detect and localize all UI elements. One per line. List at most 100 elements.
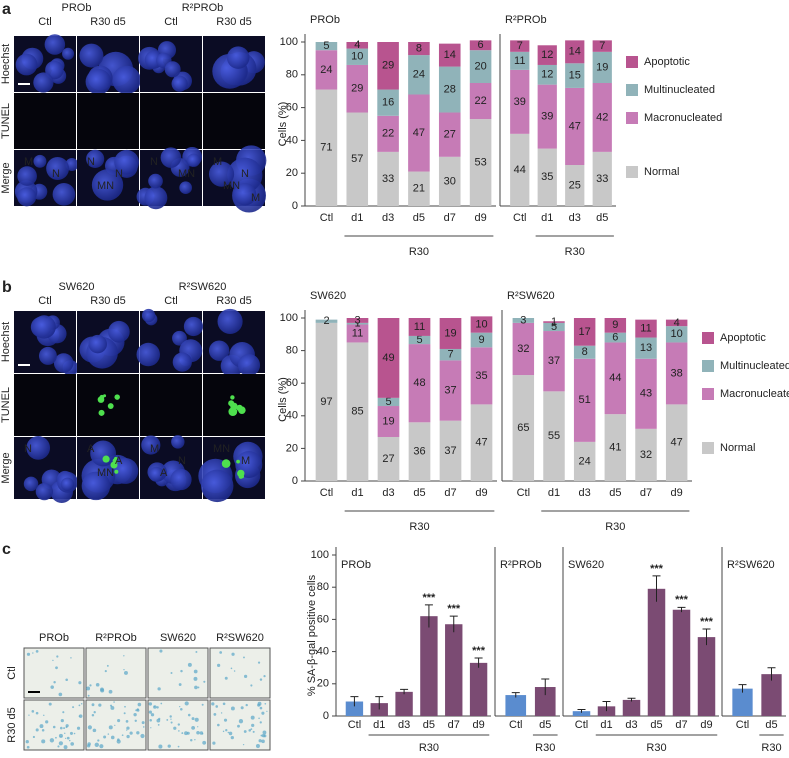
- segment-label: 47: [413, 127, 425, 139]
- segment-label: 85: [351, 406, 363, 418]
- segment-label: 12: [541, 49, 553, 61]
- stain-spot: [58, 733, 63, 738]
- bar-segment: [573, 318, 596, 346]
- apoptotic-spot: [238, 474, 244, 479]
- x-tick-label: d1: [351, 487, 363, 499]
- micrograph: [147, 647, 209, 699]
- cell-annotation: M: [24, 156, 33, 168]
- y-tick-label: 20: [317, 678, 329, 690]
- stain-spot: [89, 684, 92, 687]
- stain-spot: [133, 712, 137, 717]
- stain-spot: [243, 656, 245, 659]
- stain-spot: [53, 680, 56, 684]
- stain-spot: [170, 718, 172, 720]
- segment-label: 1: [551, 316, 557, 328]
- stain-spot: [252, 730, 255, 733]
- stain-spot: [258, 717, 260, 720]
- stain-spot: [45, 720, 49, 724]
- group-label: R30: [535, 742, 555, 754]
- legend-swatch: [626, 84, 638, 96]
- bar-segment: [346, 64, 369, 113]
- bar-segment: [408, 344, 431, 423]
- segment-label: 8: [582, 346, 588, 358]
- nucleus: [44, 34, 66, 55]
- micrograph: [77, 93, 139, 149]
- stain-spot: [114, 724, 116, 726]
- x-tick-label: Ctl: [736, 719, 749, 731]
- stain-spot: [261, 734, 266, 738]
- legend-swatch: [626, 56, 638, 68]
- stain-spot: [263, 675, 266, 678]
- bar-segment: [592, 40, 612, 52]
- stain-spot: [48, 702, 52, 706]
- x-tick-label: Ctl: [348, 719, 361, 731]
- image-column-label: R30 d5: [216, 16, 251, 28]
- bar-segment: [377, 436, 400, 481]
- bar-segment: [592, 51, 612, 83]
- bar-segment: [470, 332, 493, 348]
- image-column-label: Ctl: [164, 16, 177, 28]
- nucleus: [85, 68, 112, 95]
- stain-spot: [243, 730, 247, 733]
- nucleus: [60, 477, 75, 491]
- stain-spot: [223, 718, 228, 722]
- stain-spot: [123, 655, 125, 657]
- bar-segment: [512, 375, 535, 481]
- stain-spot: [99, 744, 104, 749]
- segment-label: 11: [640, 323, 651, 335]
- nucleus: [179, 181, 192, 195]
- bar-segment: [543, 331, 565, 392]
- stain-spot: [156, 706, 159, 709]
- bar-segment: [377, 151, 399, 206]
- legend-swatch: [702, 332, 714, 344]
- x-tick-label: d5: [609, 487, 621, 499]
- group-label: R30: [646, 742, 666, 754]
- micrograph: [14, 93, 76, 149]
- cell-annotation: M: [213, 156, 222, 168]
- stain-spot: [237, 724, 240, 728]
- error-bar: [400, 688, 409, 695]
- stain-spot: [170, 671, 173, 674]
- stain-spot: [60, 719, 64, 723]
- stain-spot: [258, 739, 262, 743]
- nucleus: [170, 468, 192, 491]
- segment-label: 33: [382, 173, 394, 185]
- nucleus: [183, 316, 204, 337]
- stain-spot: [123, 712, 126, 715]
- stain-spot: [52, 659, 54, 662]
- chart-title: PROb: [310, 14, 340, 26]
- significance-label: ***: [447, 603, 461, 615]
- stain-spot: [86, 686, 91, 691]
- stain-spot: [230, 706, 235, 711]
- stain-spot: [123, 669, 125, 671]
- segment-label: 25: [569, 179, 581, 191]
- nucleus: [148, 466, 164, 482]
- x-tick-label: d9: [472, 719, 484, 731]
- stain-spot: [230, 735, 234, 740]
- image-column-label: Ctl: [38, 16, 51, 28]
- segment-label: 27: [444, 129, 456, 141]
- nucleus: [141, 435, 161, 455]
- image-row-label: Hoechst: [0, 322, 12, 362]
- segment-label: 42: [596, 111, 608, 123]
- stain-spot: [230, 667, 233, 670]
- stain-spot: [211, 702, 215, 706]
- image-row-label: TUNEL: [0, 387, 12, 423]
- cell-annotation: N: [87, 156, 95, 168]
- bar-segment: [346, 42, 369, 49]
- stain-spot: [125, 720, 129, 723]
- stain-spot: [259, 678, 263, 681]
- y-axis-label: Cells (%): [277, 102, 289, 147]
- segment-label: 5: [416, 334, 422, 346]
- y-tick-label: 20: [286, 167, 298, 179]
- bar-segment: [665, 319, 688, 327]
- panel-label: a: [2, 1, 11, 18]
- cell-annotation: N: [24, 443, 32, 455]
- bar-segment: [512, 318, 535, 323]
- stain-spot: [116, 739, 121, 744]
- nucleus: [233, 183, 257, 206]
- image-column-label: R²PROb: [95, 632, 137, 644]
- bar-segment: [565, 87, 585, 165]
- nucleus: [15, 53, 38, 76]
- error-bar: [424, 604, 433, 628]
